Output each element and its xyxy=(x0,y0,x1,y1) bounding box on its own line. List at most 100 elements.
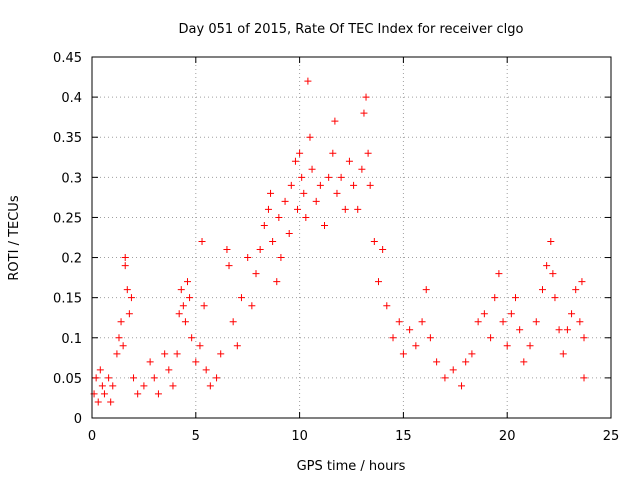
data-point xyxy=(285,229,293,237)
tick-labels: 0 5 10 15 20 25 0 0.05 0.1 0.15 0.2 0.25 0.3 0.35 0.4 0… xyxy=(53,51,619,444)
data-point xyxy=(188,334,196,342)
data-point xyxy=(383,302,391,310)
data-point xyxy=(264,205,272,213)
y-tick-label: 0.45 xyxy=(53,51,82,66)
data-point xyxy=(499,318,507,326)
data-point xyxy=(345,157,353,165)
data-point xyxy=(298,173,306,181)
data-point xyxy=(154,390,162,398)
data-point xyxy=(329,149,337,157)
data-point xyxy=(312,197,320,205)
data-point xyxy=(474,318,482,326)
data-point xyxy=(512,294,520,302)
data-point xyxy=(395,318,403,326)
data-point xyxy=(117,318,125,326)
data-point xyxy=(576,318,584,326)
data-point xyxy=(300,189,308,197)
data-point xyxy=(273,278,281,286)
data-point xyxy=(146,358,154,366)
data-point xyxy=(426,334,434,342)
data-point xyxy=(229,318,237,326)
data-point xyxy=(418,318,426,326)
data-point xyxy=(92,374,100,382)
data-point xyxy=(341,205,349,213)
data-point xyxy=(441,374,449,382)
grid-lines xyxy=(92,57,611,418)
data-point xyxy=(379,246,387,254)
data-point xyxy=(458,382,466,390)
data-point xyxy=(555,326,563,334)
data-point xyxy=(325,173,333,181)
data-point xyxy=(233,342,241,350)
data-point xyxy=(291,157,299,165)
data-point xyxy=(119,342,127,350)
data-point xyxy=(96,366,104,374)
data-point xyxy=(244,254,252,262)
data-point xyxy=(491,294,499,302)
data-point xyxy=(150,374,158,382)
data-point xyxy=(169,382,177,390)
y-tick-label: 0.3 xyxy=(61,171,82,186)
y-tick-label: 0.25 xyxy=(53,211,82,226)
data-point xyxy=(549,270,557,278)
data-point xyxy=(399,350,407,358)
data-point xyxy=(100,390,108,398)
data-point xyxy=(130,374,138,382)
data-point xyxy=(551,294,559,302)
data-point xyxy=(354,205,362,213)
plot-frame xyxy=(91,56,612,419)
data-point xyxy=(165,366,173,374)
data-point xyxy=(580,374,588,382)
data-point xyxy=(260,221,268,229)
data-point xyxy=(503,342,511,350)
data-point xyxy=(547,238,555,246)
data-point xyxy=(412,342,420,350)
data-point xyxy=(277,254,285,262)
data-point xyxy=(360,109,368,117)
data-point xyxy=(296,149,304,157)
data-point xyxy=(183,278,191,286)
data-point xyxy=(256,246,264,254)
data-point xyxy=(422,286,430,294)
data-point xyxy=(267,189,275,197)
data-point xyxy=(358,165,366,173)
data-point xyxy=(389,334,397,342)
data-point xyxy=(123,286,131,294)
data-point xyxy=(507,310,515,318)
data-point xyxy=(237,294,245,302)
data-point xyxy=(572,286,580,294)
data-point xyxy=(177,286,185,294)
data-point xyxy=(538,286,546,294)
x-axis-label: GPS time / hours xyxy=(297,459,406,474)
x-tick-label: 5 xyxy=(192,429,200,444)
data-point xyxy=(543,262,551,270)
data-points xyxy=(90,77,588,406)
data-point xyxy=(516,326,524,334)
data-point xyxy=(173,350,181,358)
data-point xyxy=(559,350,567,358)
data-point xyxy=(252,270,260,278)
y-tick-label: 0.4 xyxy=(61,91,82,106)
data-point xyxy=(196,342,204,350)
data-point xyxy=(316,181,324,189)
data-point xyxy=(198,238,206,246)
x-tick-label: 15 xyxy=(395,429,412,444)
data-point xyxy=(223,246,231,254)
data-point xyxy=(331,117,339,125)
y-tick-label: 0.05 xyxy=(53,372,82,387)
data-point xyxy=(186,294,194,302)
data-point xyxy=(433,358,441,366)
data-point xyxy=(115,334,123,342)
data-point xyxy=(520,358,528,366)
data-point xyxy=(580,334,588,342)
chart-title: Day 051 of 2015, Rate Of TEC Index for r… xyxy=(179,22,524,37)
data-point xyxy=(175,310,183,318)
data-point xyxy=(121,254,129,262)
data-point xyxy=(578,278,586,286)
data-point xyxy=(213,374,221,382)
data-point xyxy=(121,262,129,270)
data-point xyxy=(337,173,345,181)
data-point xyxy=(370,238,378,246)
data-point xyxy=(206,382,214,390)
